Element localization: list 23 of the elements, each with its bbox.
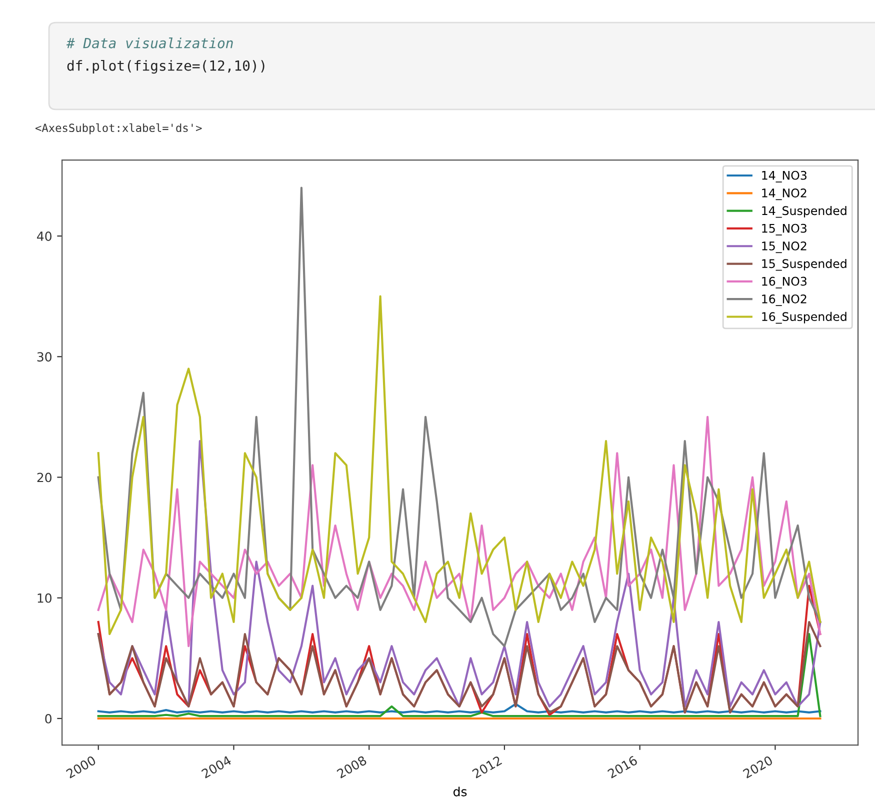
line-series <box>97 416 822 648</box>
line-series <box>97 702 822 714</box>
text: <AxesSubplot:xlabel='ds'> <box>35 123 202 134</box>
text: # Data visualization <box>66 38 233 48</box>
x-axis-title: ds <box>453 786 467 796</box>
text: df.plot(figsize=(12,10)) <box>67 60 264 74</box>
legend-label: 14_Suspended <box>762 206 846 218</box>
y-tick-label: 0 <box>45 714 52 724</box>
legend-label: 14_NO2 <box>762 188 806 200</box>
y-tick-label: 20 <box>37 472 52 482</box>
legend-label: 14_NO3 <box>762 170 806 182</box>
legend-label: 15_Suspended <box>762 258 846 271</box>
line-series <box>97 440 822 708</box>
legend-label: 15_NO3 <box>762 224 806 236</box>
legend-label: 16_NO2 <box>762 294 806 306</box>
y-tick-label: 10 <box>38 593 52 603</box>
line-series <box>97 633 822 718</box>
y-tick-label: 30 <box>37 352 52 362</box>
line-series <box>97 620 822 714</box>
legend-label: 15_NO2 <box>762 241 806 254</box>
legend-label: 16_NO3 <box>762 276 806 288</box>
legend-label: 16_Suspended <box>762 312 846 324</box>
y-tick-label: 40 <box>37 231 52 241</box>
